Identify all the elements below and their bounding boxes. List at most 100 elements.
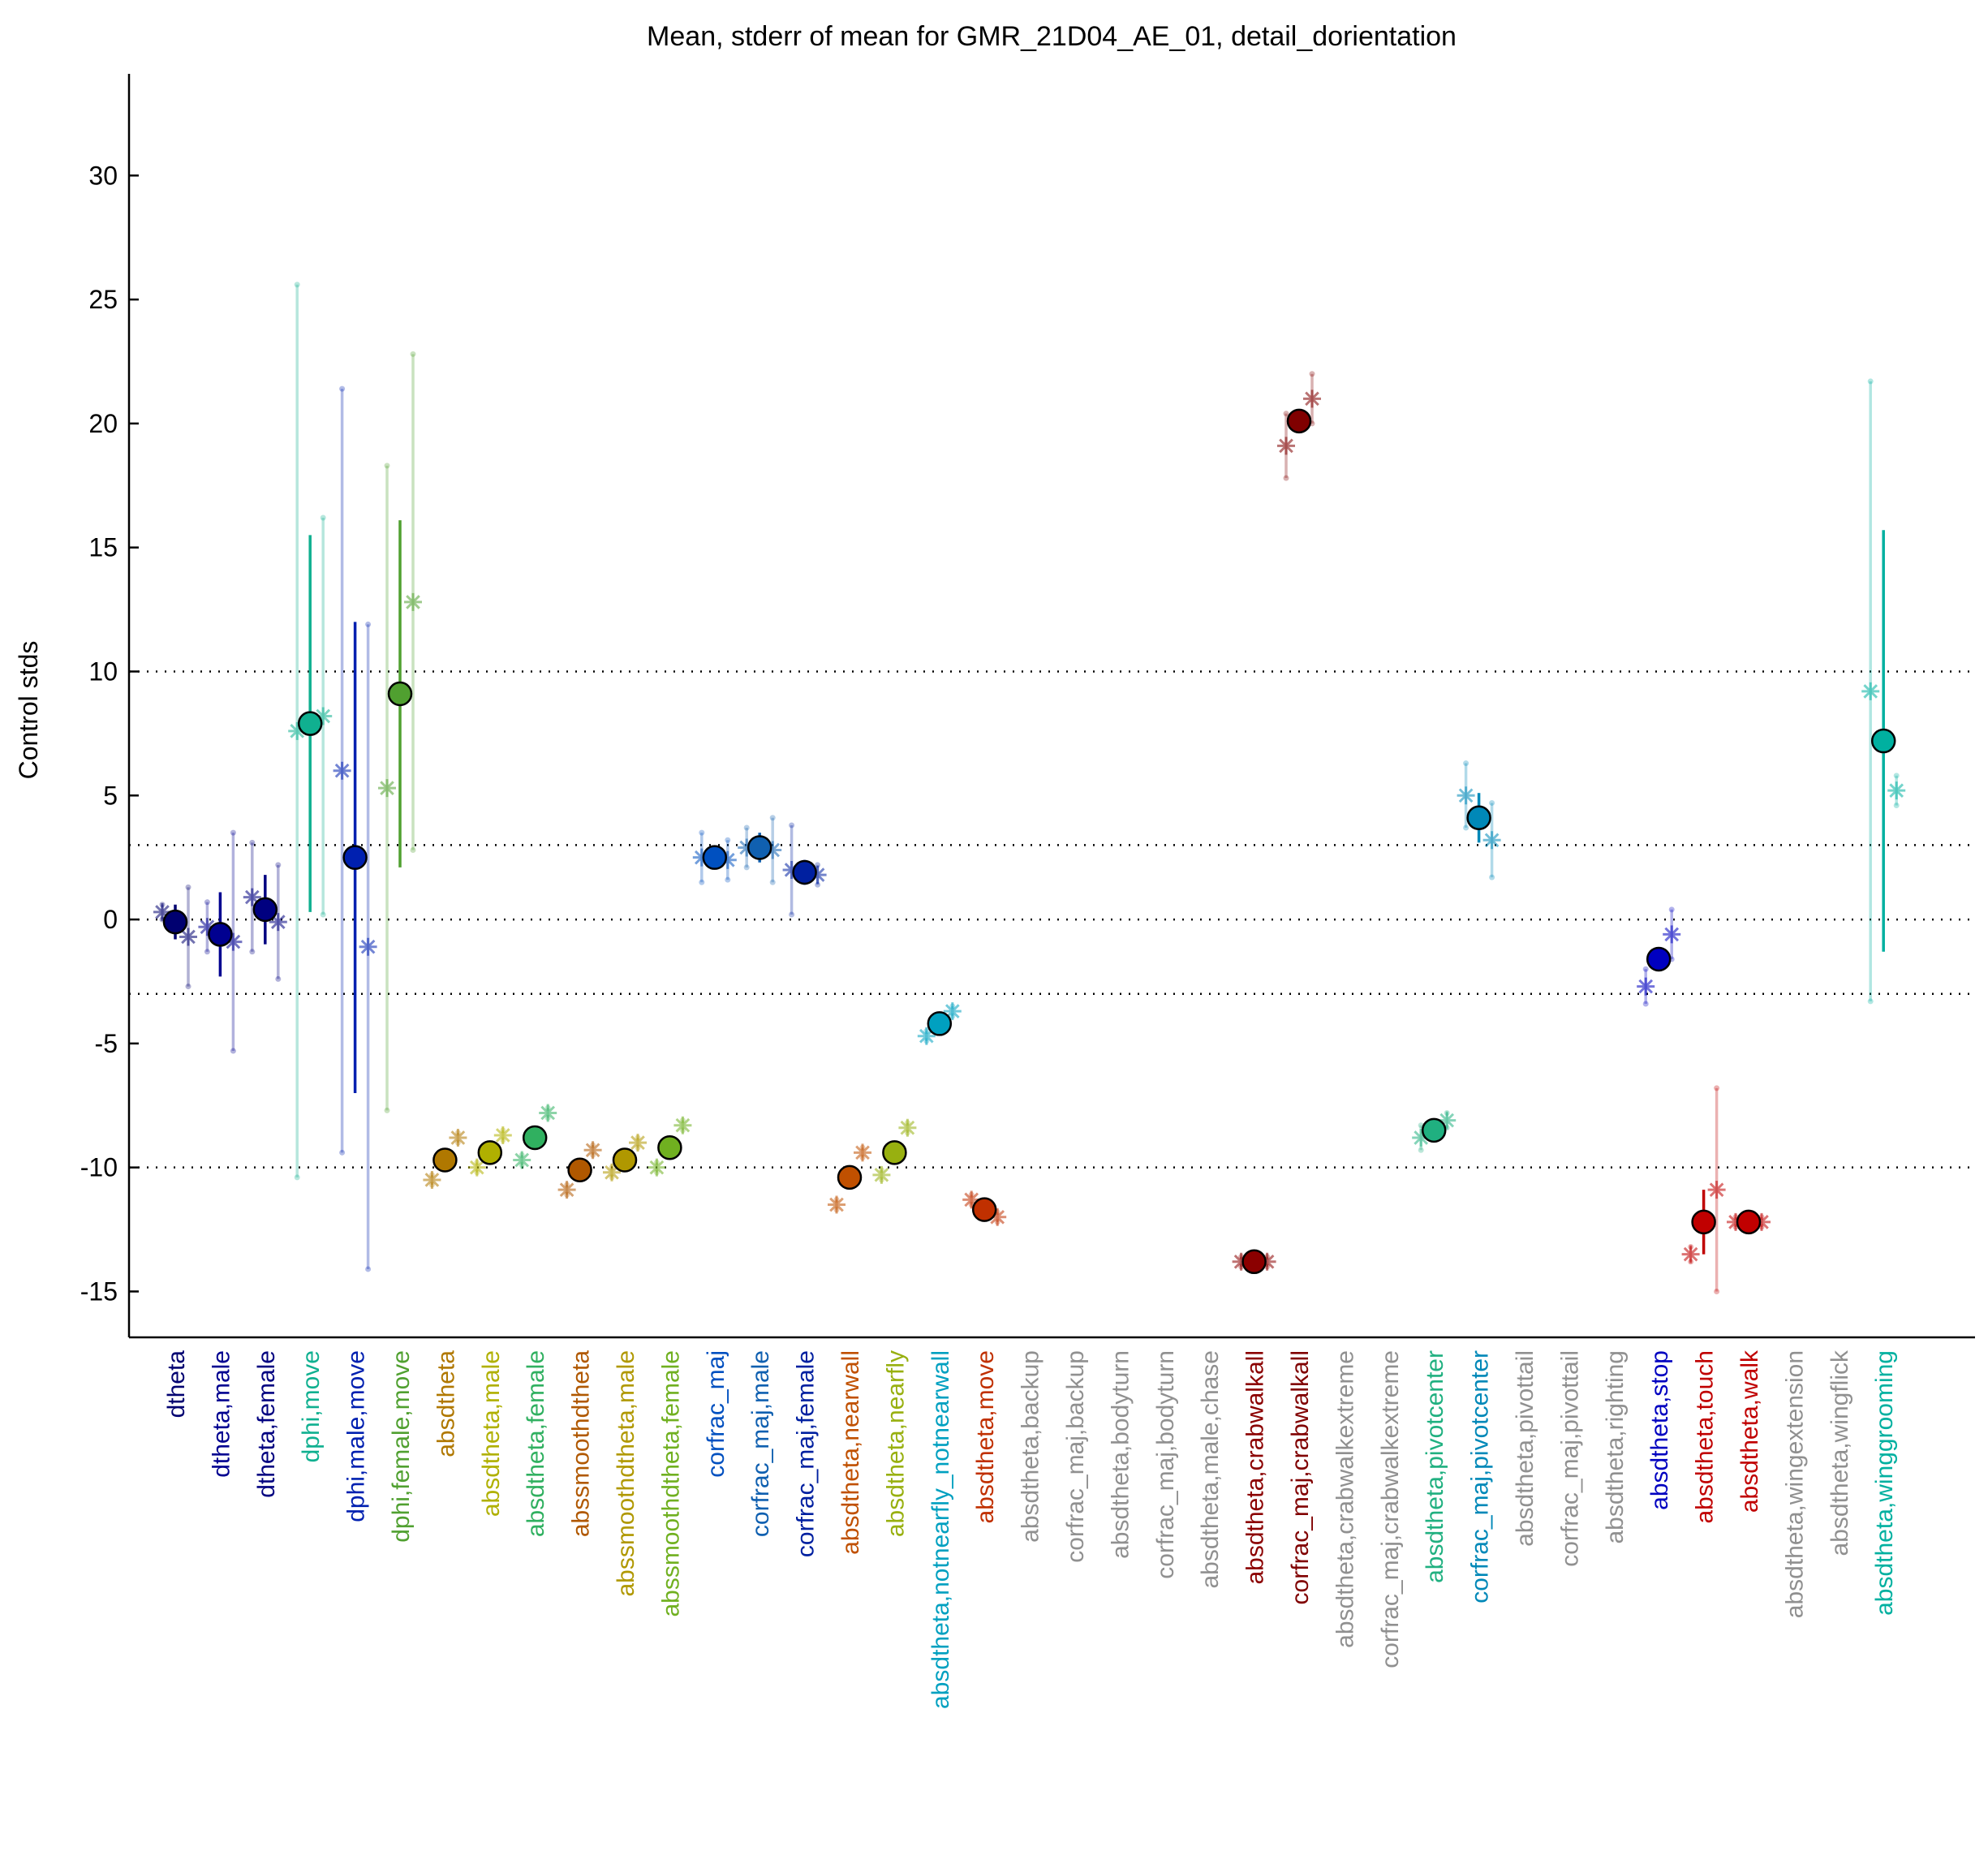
female-marker: [359, 937, 377, 956]
male-error-bar-cap: [249, 949, 256, 955]
female-marker: [1707, 1181, 1726, 1199]
x-tick-label: absdtheta,wingextension: [1781, 1350, 1808, 1618]
male-error-bar-cap: [1642, 966, 1649, 972]
female-error-bar-cap: [1309, 371, 1315, 377]
x-tick-label: dtheta: [163, 1350, 190, 1418]
female-error-bar-cap: [410, 847, 416, 854]
male-marker: [1861, 682, 1880, 700]
male-error-bar-cap: [1283, 411, 1289, 417]
y-tick-label: 10: [88, 656, 118, 686]
female-marker: [629, 1134, 647, 1152]
mean-marker: [1241, 1249, 1267, 1275]
male-error-bar-cap: [249, 839, 256, 846]
male-error-bar-cap: [204, 899, 210, 906]
female-marker: [404, 592, 422, 611]
mean-marker: [837, 1164, 863, 1190]
x-tick-label: absdtheta,nearfly: [882, 1350, 909, 1537]
male-marker: [153, 902, 171, 921]
male-marker: [872, 1165, 891, 1184]
x-tick-label: corfrac_maj,crabwalkextreme: [1377, 1350, 1404, 1668]
y-tick-label: 25: [88, 285, 118, 314]
male-marker: [1232, 1252, 1250, 1271]
mean-marker: [208, 922, 233, 947]
female-error-bar-cap: [725, 876, 731, 883]
male-error-bar-cap: [789, 822, 795, 829]
male-marker: [1412, 1129, 1431, 1147]
female-error-bar-cap: [1893, 773, 1900, 779]
mean-marker: [1736, 1209, 1762, 1235]
chart-title: Mean, stderr of mean for GMR_21D04_AE_01…: [647, 21, 1457, 52]
x-tick-label: absdtheta,wingflick: [1827, 1350, 1853, 1556]
y-axis-label: Control stds: [14, 641, 43, 780]
female-marker: [583, 1141, 602, 1160]
male-error-bar-cap: [384, 1107, 390, 1113]
male-error-bar-cap: [294, 1174, 300, 1181]
female-error-bar-cap: [230, 1048, 236, 1054]
male-error-bar-cap: [699, 829, 705, 836]
x-tick-label: absdtheta,crabwalkall: [1242, 1350, 1269, 1585]
x-tick-label: dphi,female,move: [388, 1350, 415, 1543]
mean-marker: [387, 681, 413, 707]
mean-marker: [477, 1140, 503, 1165]
mean-marker: [1286, 408, 1312, 434]
x-tick-label: corfrac_maj,bodyturn: [1152, 1350, 1179, 1579]
x-tick-label: corfrac_maj,crabwalkall: [1287, 1350, 1314, 1604]
male-marker: [648, 1158, 666, 1177]
x-tick-label: absdtheta,backup: [1018, 1350, 1044, 1543]
mean-marker: [882, 1140, 907, 1165]
male-marker: [557, 1181, 576, 1199]
female-marker: [1663, 925, 1681, 944]
female-error-bar-cap: [365, 621, 372, 627]
mean-marker: [792, 859, 817, 885]
x-tick-label: absdtheta,walk: [1736, 1350, 1763, 1513]
x-tick-label: absdtheta,stop: [1646, 1350, 1673, 1510]
female-marker: [808, 866, 827, 885]
male-error-bar-cap: [1463, 824, 1469, 831]
female-marker: [1438, 1111, 1457, 1130]
female-marker: [224, 932, 243, 951]
y-tick-label: -10: [80, 1153, 118, 1182]
x-tick-label: dtheta,male: [208, 1350, 235, 1478]
mean-marker: [657, 1134, 682, 1160]
male-marker: [467, 1158, 486, 1177]
mean-marker: [162, 909, 188, 935]
x-tick-label: abssmoothdtheta,female: [657, 1350, 684, 1617]
mean-marker: [1646, 946, 1672, 972]
x-tick-label: corfrac_maj: [703, 1350, 729, 1478]
male-error-bar-cap: [1463, 760, 1469, 767]
male-marker: [962, 1190, 981, 1209]
y-tick-label: 0: [103, 905, 118, 934]
female-marker: [718, 850, 737, 869]
mean-marker: [432, 1147, 458, 1173]
male-error-bar-cap: [743, 824, 750, 831]
male-error-bar-cap: [1867, 998, 1874, 1005]
female-marker: [943, 1002, 962, 1021]
male-marker: [1681, 1245, 1700, 1263]
male-marker: [288, 721, 307, 740]
female-error-bar-cap: [769, 879, 776, 885]
male-marker: [1277, 437, 1295, 455]
x-tick-label: corfrac_maj,pivottail: [1556, 1350, 1583, 1567]
female-error-bar-cap: [185, 984, 191, 990]
female-error-bar-cap: [1489, 799, 1495, 806]
male-marker: [782, 860, 801, 879]
male-marker: [243, 888, 261, 906]
male-error-bar-cap: [1283, 475, 1289, 481]
female-error-bar-cap: [769, 815, 776, 821]
male-error-bar-cap: [1418, 1147, 1424, 1153]
x-tick-label: absdtheta,male: [478, 1350, 505, 1517]
male-error-bar-cap: [384, 463, 390, 469]
x-tick-label: absdtheta,winggrooming: [1871, 1350, 1898, 1616]
female-marker: [854, 1143, 871, 1162]
male-marker: [198, 918, 217, 936]
female-marker: [1258, 1252, 1276, 1271]
mean-marker: [702, 845, 728, 870]
male-marker: [828, 1195, 846, 1214]
female-marker: [179, 928, 197, 946]
female-error-bar-cap: [815, 881, 821, 888]
y-tick-label: 20: [88, 409, 118, 438]
x-tick-label: corfrac_maj,female: [793, 1350, 820, 1557]
male-marker: [333, 761, 351, 780]
female-marker: [988, 1208, 1007, 1226]
